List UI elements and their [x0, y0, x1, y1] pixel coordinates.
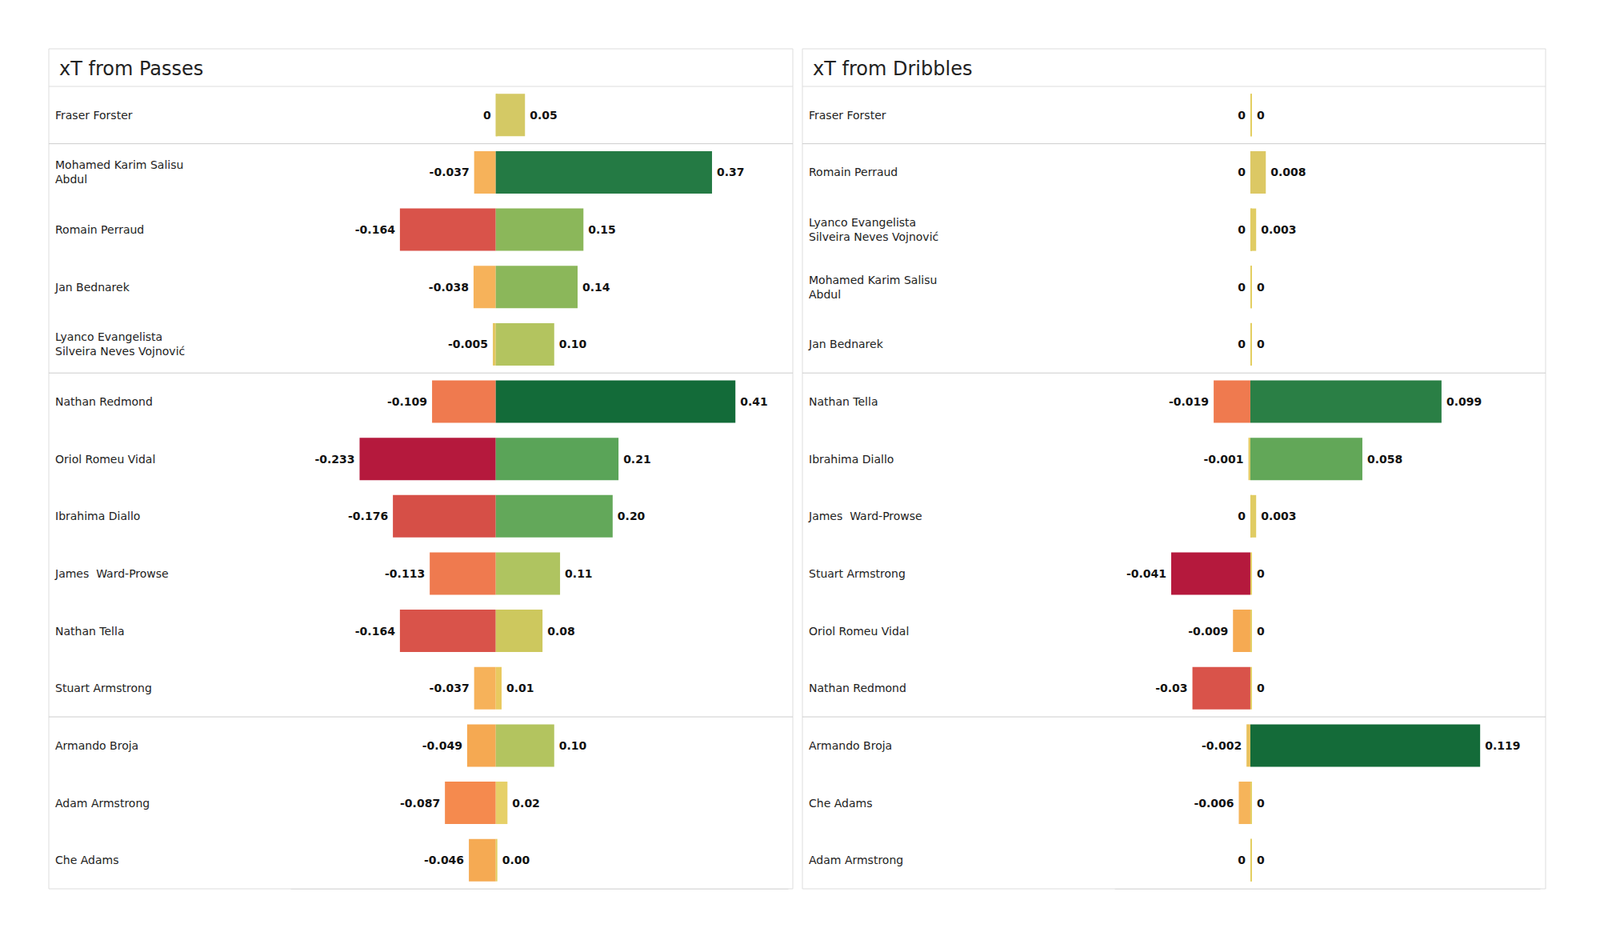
- svg-text:-0.164: -0.164: [355, 624, 396, 638]
- svg-text:0.41: 0.41: [740, 395, 768, 408]
- svg-text:Jan Bednarek: Jan Bednarek: [808, 337, 884, 351]
- svg-text:Oriol Romeu Vidal: Oriol Romeu Vidal: [808, 624, 909, 638]
- svg-text:0.15: 0.15: [588, 223, 616, 236]
- svg-text:Che Adams: Che Adams: [55, 853, 119, 867]
- svg-text:Romain Perraud: Romain Perraud: [55, 223, 144, 236]
- svg-text:0.14: 0.14: [582, 280, 611, 294]
- svg-text:0: 0: [1256, 796, 1265, 810]
- svg-text:-0.005: -0.005: [448, 337, 488, 351]
- svg-text:0: 0: [483, 108, 492, 122]
- svg-text:Mohamed Karim Salisu: Mohamed Karim Salisu: [808, 273, 937, 287]
- svg-text:0.058: 0.058: [1367, 452, 1403, 466]
- svg-text:Romain Perraud: Romain Perraud: [808, 165, 898, 179]
- svg-text:0: 0: [1256, 337, 1265, 351]
- svg-text:-0.176: -0.176: [348, 509, 388, 523]
- svg-text:0: 0: [1237, 108, 1246, 122]
- svg-text:-0.009: -0.009: [1188, 624, 1228, 638]
- svg-text:-0.001: -0.001: [1203, 452, 1244, 466]
- svg-text:James Ward-Prowse: James Ward-Prowse: [808, 509, 923, 523]
- svg-text:0: 0: [1237, 337, 1246, 351]
- svg-text:-0.019: -0.019: [1168, 395, 1209, 408]
- svg-text:Armando Broja: Armando Broja: [55, 739, 139, 752]
- svg-text:0: 0: [1256, 280, 1265, 294]
- svg-text:-0.233: -0.233: [314, 452, 355, 466]
- svg-text:0.119: 0.119: [1484, 739, 1520, 752]
- svg-text:0.003: 0.003: [1260, 509, 1296, 523]
- svg-text:-0.037: -0.037: [429, 681, 470, 695]
- svg-text:0: 0: [1256, 853, 1265, 867]
- svg-text:Adam Armstrong: Adam Armstrong: [55, 796, 150, 810]
- svg-text:Nathan Tella: Nathan Tella: [55, 624, 124, 638]
- svg-text:Mohamed Karim Salisu: Mohamed Karim Salisu: [55, 158, 184, 172]
- svg-text:Che Adams: Che Adams: [808, 796, 872, 810]
- svg-text:0: 0: [1237, 509, 1246, 523]
- svg-text:0.20: 0.20: [617, 509, 646, 523]
- svg-text:-0.109: -0.109: [387, 395, 428, 408]
- svg-text:0: 0: [1237, 280, 1246, 294]
- svg-text:James Ward-Prowse: James Ward-Prowse: [54, 567, 169, 580]
- svg-text:Nathan Redmond: Nathan Redmond: [808, 681, 907, 695]
- svg-text:0: 0: [1237, 165, 1246, 179]
- svg-text:xT from Dribbles: xT from Dribbles: [812, 57, 972, 80]
- svg-text:Abdul: Abdul: [808, 288, 841, 301]
- svg-text:Abdul: Abdul: [55, 172, 88, 186]
- svg-text:Stuart Armstrong: Stuart Armstrong: [808, 567, 906, 580]
- svg-text:Lyanco Evangelista: Lyanco Evangelista: [808, 216, 916, 229]
- svg-text:Ibrahima Diallo: Ibrahima Diallo: [55, 509, 140, 523]
- svg-text:0: 0: [1237, 223, 1246, 236]
- svg-text:0.11: 0.11: [564, 567, 593, 580]
- svg-text:0: 0: [1237, 853, 1246, 867]
- svg-text:0.10: 0.10: [559, 739, 588, 752]
- svg-text:Armando Broja: Armando Broja: [808, 739, 892, 752]
- svg-text:-0.037: -0.037: [429, 165, 470, 179]
- svg-text:-0.087: -0.087: [400, 796, 440, 810]
- svg-text:0.01: 0.01: [506, 681, 535, 695]
- svg-text:0.08: 0.08: [547, 624, 576, 638]
- svg-text:-0.038: -0.038: [428, 280, 469, 294]
- svg-text:0: 0: [1256, 108, 1265, 122]
- svg-text:-0.006: -0.006: [1193, 796, 1234, 810]
- svg-text:-0.113: -0.113: [384, 567, 425, 580]
- svg-text:Nathan Redmond: Nathan Redmond: [55, 395, 153, 408]
- svg-text:-0.164: -0.164: [355, 223, 396, 236]
- svg-text:Silveira Neves Vojnović: Silveira Neves Vojnović: [808, 230, 939, 244]
- svg-text:-0.046: -0.046: [424, 853, 464, 867]
- svg-text:Silveira Neves Vojnović: Silveira Neves Vojnović: [55, 344, 185, 358]
- svg-text:-0.049: -0.049: [422, 739, 463, 752]
- svg-text:Nathan Tella: Nathan Tella: [808, 395, 878, 408]
- svg-text:0.099: 0.099: [1446, 395, 1482, 408]
- svg-text:-0.002: -0.002: [1201, 739, 1242, 752]
- svg-text:0.00: 0.00: [502, 853, 531, 867]
- svg-text:0.37: 0.37: [716, 165, 745, 179]
- svg-text:Fraser Forster: Fraser Forster: [55, 108, 133, 122]
- svg-text:0: 0: [1256, 567, 1265, 580]
- svg-text:0.02: 0.02: [512, 796, 540, 810]
- svg-text:0.003: 0.003: [1260, 223, 1296, 236]
- svg-text:0: 0: [1256, 624, 1265, 638]
- svg-text:0.05: 0.05: [529, 108, 558, 122]
- svg-text:-0.03: -0.03: [1155, 681, 1188, 695]
- svg-text:0.008: 0.008: [1270, 165, 1306, 179]
- svg-text:Jan Bednarek: Jan Bednarek: [54, 280, 131, 294]
- svg-text:Lyanco Evangelista: Lyanco Evangelista: [55, 330, 163, 344]
- svg-text:Stuart Armstrong: Stuart Armstrong: [55, 681, 152, 695]
- svg-text:0.21: 0.21: [623, 452, 652, 466]
- svg-text:0: 0: [1256, 681, 1265, 695]
- svg-text:0.10: 0.10: [559, 337, 588, 351]
- svg-text:Fraser Forster: Fraser Forster: [808, 108, 887, 122]
- svg-text:Oriol Romeu Vidal: Oriol Romeu Vidal: [55, 452, 156, 466]
- svg-text:-0.041: -0.041: [1126, 567, 1167, 580]
- svg-text:Adam Armstrong: Adam Armstrong: [808, 853, 904, 867]
- svg-text:xT from Passes: xT from Passes: [59, 57, 204, 80]
- svg-text:Ibrahima Diallo: Ibrahima Diallo: [808, 452, 894, 466]
